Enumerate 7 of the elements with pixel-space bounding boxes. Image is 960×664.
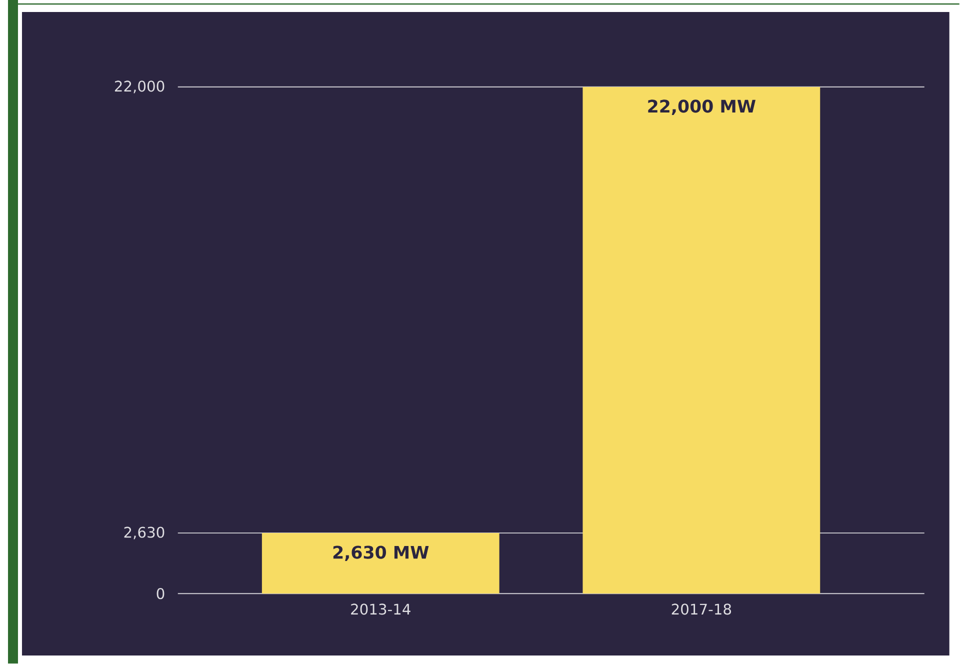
y-tick-label: 22,000 [114,80,164,94]
data-label: 22,000 MW [648,100,756,116]
data-label: 2,630 MW [333,546,429,562]
y-tick-label: 0 [156,588,164,600]
y-tick-label: 2,630 [124,526,164,540]
x-tick-label: 2017-18 [672,604,732,615]
x-tick-label: 2013-14 [351,604,410,615]
